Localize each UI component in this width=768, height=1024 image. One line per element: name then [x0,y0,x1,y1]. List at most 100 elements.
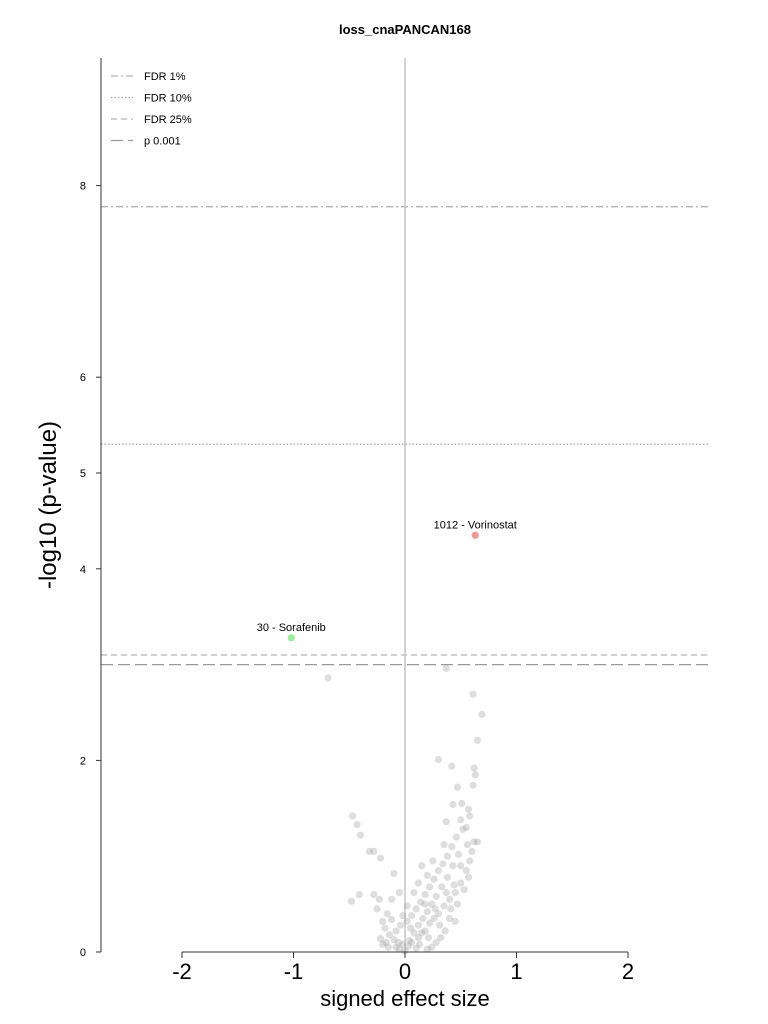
data-point [401,947,409,955]
data-point [478,710,486,719]
data-point [469,781,477,789]
data-point [392,927,400,935]
data-point [408,911,416,920]
data-point [423,908,431,916]
data-point [421,900,429,908]
legend: FDR 1% FDR 10% FDR 25% p 0.001 [111,71,192,148]
data-point [464,873,473,881]
data-point [471,771,479,779]
data-point [395,889,404,897]
data-point [347,897,356,905]
data-point [403,902,411,910]
data-point [355,890,363,899]
data-point [463,841,472,849]
data-point [390,869,398,878]
data-point [390,935,398,944]
data-point [440,841,448,849]
x-tick-label: 1 [510,959,522,984]
y-tick-label: 6 [80,372,86,384]
data-point [421,890,429,899]
highlighted-points: 1012 - Vorinostat 30 - Sorafenib [257,519,517,642]
data-point [434,866,443,875]
data-point [446,895,454,903]
y-tick-label: 5 [80,468,86,480]
data-point [451,889,459,897]
data-point [462,823,470,832]
data-point [405,936,414,945]
data-point [417,898,425,906]
data-point [443,873,451,881]
data-point [382,938,390,947]
legend-label-2: FDR 25% [144,114,192,126]
legend-label-0: FDR 1% [144,71,186,83]
data-point [376,934,385,943]
data-point [430,914,438,923]
data-point [375,895,383,903]
data-point [442,818,450,826]
data-point [430,875,438,883]
data-point [462,866,470,875]
data-point [414,921,422,929]
data-point [435,921,444,929]
data-point [439,860,447,868]
data-point [473,736,482,744]
data-point [376,854,385,862]
data-point [466,857,474,865]
data-point [370,847,378,856]
data-point [446,914,454,923]
data-point [414,879,422,887]
data-point [392,943,400,951]
data-point [370,890,378,899]
data-point [365,847,373,856]
data-point [403,917,411,925]
data-point [406,924,415,932]
data-point [410,889,418,897]
data-point [434,755,443,764]
data-point [428,900,436,908]
data-point [457,879,465,887]
data-point [468,847,476,856]
data-points [324,664,486,955]
data-point [432,938,440,947]
y-tick-label: 0 [80,947,86,959]
point-annotation-0: 1012 - Vorinostat [434,519,517,531]
data-point [396,921,405,929]
data-point [459,825,467,833]
data-point [440,902,448,910]
data-point [432,892,440,901]
data-point [442,889,450,897]
data-point [466,812,474,820]
y-tick-label: 2 [80,755,86,767]
data-point [434,910,443,918]
data-point [449,862,457,870]
y-axis-label: -log10 (p-value) [35,421,62,589]
data-point [424,934,433,942]
data-point [452,833,460,841]
data-point [404,942,412,950]
data-point [353,820,361,829]
data-point [419,914,427,923]
data-point [410,929,418,937]
data-point [458,799,466,808]
data-point [388,915,396,924]
data-point [425,919,434,927]
legend-label-3: p 0.001 [144,136,181,148]
data-point [423,871,431,879]
data-point [448,762,456,770]
data-point [412,905,420,913]
data-point [324,674,332,682]
data-point [384,943,392,951]
x-axis-ticks: -2 -1 0 1 2 [172,952,634,984]
data-point [449,800,457,809]
data-point [443,852,451,860]
data-point [395,945,404,953]
data-point [418,862,426,870]
data-point [453,900,462,908]
point-annotation-1: 30 - Sorafenib [257,622,326,634]
chart-title: loss_cnaPANCAN168 [339,22,471,37]
x-axis-label: signed effect size [320,986,490,1011]
data-point [454,850,463,858]
data-point [438,883,446,891]
data-point [473,838,482,846]
y-axis-ticks: 0 2 4 5 6 8 [80,181,101,959]
